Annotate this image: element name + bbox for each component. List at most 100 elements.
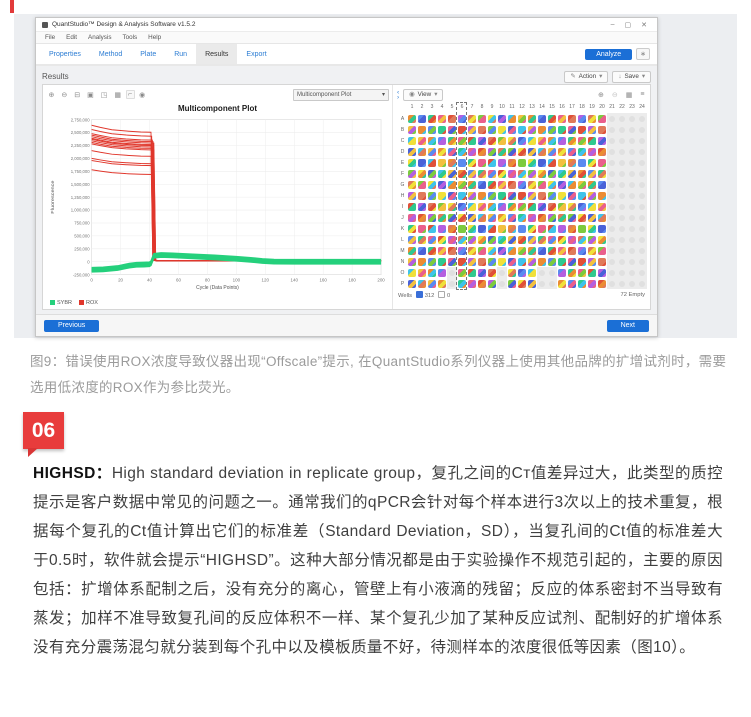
plate-well[interactable]	[527, 267, 537, 278]
plate-well[interactable]	[477, 179, 487, 190]
plate-well[interactable]	[417, 212, 427, 223]
plate-well[interactable]	[517, 146, 527, 157]
plate-well[interactable]	[527, 124, 537, 135]
plate-well[interactable]	[537, 124, 547, 135]
plate-well[interactable]	[457, 124, 467, 135]
plate-well[interactable]	[547, 256, 557, 267]
plate-well[interactable]	[507, 179, 517, 190]
plate-well[interactable]	[587, 212, 597, 223]
plate-well[interactable]	[497, 124, 507, 135]
plate-well[interactable]	[527, 201, 537, 212]
plate-well[interactable]	[427, 212, 437, 223]
plate-well[interactable]	[557, 212, 567, 223]
plate-well-empty[interactable]	[637, 113, 647, 124]
plate-well[interactable]	[427, 135, 437, 146]
plate-well[interactable]	[597, 201, 607, 212]
plate-well[interactable]	[507, 278, 517, 289]
plate-well[interactable]	[497, 234, 507, 245]
plate-well[interactable]	[447, 179, 457, 190]
pager-right-icon[interactable]: ›	[397, 93, 400, 101]
plate-well[interactable]	[527, 190, 537, 201]
plate-well[interactable]	[437, 124, 447, 135]
zoom-in-icon[interactable]: ⊕	[48, 91, 55, 99]
plate-well[interactable]	[407, 201, 417, 212]
plate-well[interactable]	[527, 223, 537, 234]
plate-well[interactable]	[407, 124, 417, 135]
plate-well[interactable]	[437, 223, 447, 234]
plate-well-empty[interactable]	[637, 201, 647, 212]
plate-well[interactable]	[537, 256, 547, 267]
menu-tools[interactable]: Tools	[122, 34, 138, 41]
plate-well[interactable]	[587, 190, 597, 201]
plate-well[interactable]	[547, 124, 557, 135]
plate-well[interactable]	[597, 245, 607, 256]
plate-well[interactable]	[547, 201, 557, 212]
plate-well[interactable]	[577, 157, 587, 168]
plate-well-empty[interactable]	[617, 168, 627, 179]
plate-well[interactable]	[407, 113, 417, 124]
plate-well[interactable]	[587, 201, 597, 212]
plate-well[interactable]	[487, 256, 497, 267]
plate-well[interactable]	[567, 245, 577, 256]
plate-well[interactable]	[437, 245, 447, 256]
plate-well[interactable]	[497, 146, 507, 157]
plate-well[interactable]	[557, 179, 567, 190]
plate-well-empty[interactable]	[637, 267, 647, 278]
plate-well[interactable]	[567, 212, 577, 223]
plate-well-empty[interactable]	[607, 223, 617, 234]
plate-well[interactable]	[577, 278, 587, 289]
plate-well[interactable]	[407, 223, 417, 234]
plate-well[interactable]	[417, 146, 427, 157]
plate-well[interactable]	[577, 267, 587, 278]
plate-well[interactable]	[557, 201, 567, 212]
plate-well-empty[interactable]	[637, 190, 647, 201]
plate-well[interactable]	[417, 168, 427, 179]
plate-well[interactable]	[597, 135, 607, 146]
plate-well-empty[interactable]	[637, 256, 647, 267]
plate-well-empty[interactable]	[617, 278, 627, 289]
plate-well[interactable]	[597, 223, 607, 234]
plate-well[interactable]	[517, 113, 527, 124]
plate-well[interactable]	[557, 113, 567, 124]
plate-well[interactable]	[427, 146, 437, 157]
plate-well[interactable]	[427, 201, 437, 212]
plate-well-empty[interactable]	[607, 168, 617, 179]
plate-well[interactable]	[467, 113, 477, 124]
plate-well[interactable]	[487, 179, 497, 190]
plate-well-empty[interactable]	[607, 256, 617, 267]
plate-well-empty[interactable]	[627, 234, 637, 245]
plate-well[interactable]	[597, 146, 607, 157]
plate-well-empty[interactable]	[607, 201, 617, 212]
plate-well[interactable]	[467, 223, 477, 234]
plate-well[interactable]	[547, 146, 557, 157]
action-button[interactable]: ✎ Action ▾	[564, 70, 609, 83]
plate-well-empty[interactable]	[607, 157, 617, 168]
plate-well[interactable]	[457, 256, 467, 267]
plate-well[interactable]	[497, 212, 507, 223]
tab-method[interactable]: Method	[98, 50, 123, 58]
plate-well[interactable]	[577, 256, 587, 267]
plate-well[interactable]	[597, 256, 607, 267]
plate-well[interactable]	[447, 234, 457, 245]
grid-view-icon[interactable]: ▦	[625, 91, 633, 99]
plate-well[interactable]	[537, 212, 547, 223]
plate-well[interactable]	[577, 245, 587, 256]
plate-well[interactable]	[587, 113, 597, 124]
plate-well[interactable]	[487, 212, 497, 223]
plate-well[interactable]	[517, 190, 527, 201]
plate-well[interactable]	[437, 256, 447, 267]
plate-well[interactable]	[527, 278, 537, 289]
plate-well-empty[interactable]	[627, 256, 637, 267]
plate-well-empty[interactable]	[617, 190, 627, 201]
plate-well[interactable]	[517, 157, 527, 168]
plate-well[interactable]	[407, 179, 417, 190]
plate-well[interactable]	[457, 157, 467, 168]
plate-well[interactable]	[477, 124, 487, 135]
next-button[interactable]: Next	[606, 319, 649, 332]
plate-well[interactable]	[417, 278, 427, 289]
plate-well[interactable]	[457, 179, 467, 190]
plate-well-empty[interactable]	[607, 179, 617, 190]
plate-well[interactable]	[447, 168, 457, 179]
plate-well[interactable]	[587, 256, 597, 267]
plate-well[interactable]	[527, 135, 537, 146]
